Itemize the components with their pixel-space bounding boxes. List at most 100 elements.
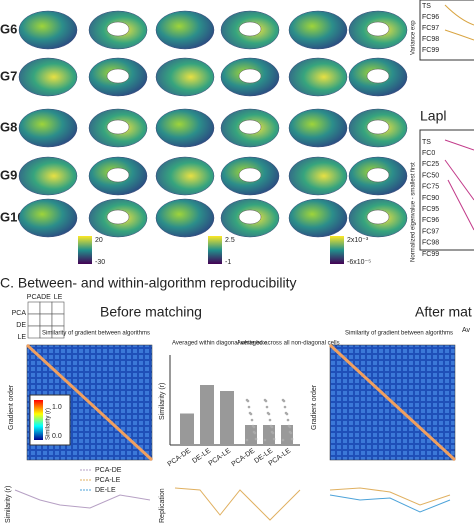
- scatter-dot: [263, 438, 267, 442]
- brain-medial-hole: [238, 68, 262, 84]
- brain-medial-hole: [238, 119, 262, 135]
- brain: [18, 10, 78, 50]
- brain: [288, 156, 348, 196]
- scatter-dot: [286, 418, 290, 422]
- cbar: [34, 400, 43, 440]
- scatter-dot: [283, 405, 287, 409]
- bar: [180, 413, 194, 445]
- brain-medial-hole: [366, 209, 390, 225]
- scatter-bar: [245, 425, 257, 445]
- scatter-dot: [248, 411, 252, 415]
- row-label: G7: [0, 68, 17, 83]
- scatter-dot: [250, 418, 254, 422]
- side-label: FC95: [422, 206, 439, 213]
- side-label: TS: [422, 139, 431, 146]
- brain: [288, 198, 348, 238]
- side-label: FC90: [422, 195, 439, 202]
- heatmap-title: Similarity of gradient between algorithm…: [42, 331, 150, 337]
- scatter-dot: [288, 430, 292, 434]
- brain-medial-hole: [366, 167, 390, 183]
- bottom-line: [174, 487, 301, 521]
- bar: [200, 385, 214, 445]
- brain: [155, 198, 215, 238]
- brain: [288, 108, 348, 148]
- colorbar-max: 20: [95, 237, 103, 244]
- bar-label: PCA-LE: [207, 447, 232, 467]
- matrix-cell: [51, 325, 65, 339]
- scatter-dot: [281, 398, 285, 402]
- replication: Replication: [159, 488, 166, 523]
- brain-medial-hole: [106, 21, 130, 37]
- side-box: [419, 0, 474, 61]
- side-lines: [444, 139, 474, 231]
- scatter-dot: [272, 437, 276, 441]
- side-label: FC50: [422, 172, 439, 179]
- matrix-row-label: DE: [16, 322, 26, 329]
- colorbar-max: 2x10⁻³: [347, 237, 369, 244]
- side-box: [419, 129, 474, 251]
- after-short: Av: [462, 327, 471, 334]
- brain-medial-hole: [366, 21, 390, 37]
- cbar-tick: 0.0: [52, 433, 62, 440]
- cbar-label: Similarity (r): [46, 408, 52, 440]
- heatmap-title: Similarity of gradient between algorithm…: [345, 331, 453, 337]
- diagonal: [328, 343, 457, 462]
- bottom-axis: Similarity (r): [5, 486, 12, 523]
- brain: [18, 108, 78, 148]
- matrix-col-label: PCA: [27, 294, 42, 301]
- before-title: Before matching: [100, 304, 202, 320]
- side-axis: Variance exp: [411, 20, 417, 55]
- bottom-line: [14, 489, 151, 509]
- bottom-line: [329, 494, 451, 513]
- matrix-cell: [51, 301, 65, 315]
- legend-label: PCA-LE: [95, 477, 121, 484]
- side-label: FC75: [422, 184, 439, 191]
- section-title: C. Between- and within-algorithm reprodu…: [0, 275, 296, 291]
- scatter-dot: [252, 430, 256, 434]
- scatter-bar: [263, 425, 275, 445]
- side-axis: Normalized eigenvalue - smallest first: [411, 162, 417, 262]
- matrix-cell: [27, 325, 41, 339]
- scatter-dot: [284, 411, 288, 415]
- legend-label: PCA-DE: [95, 467, 122, 474]
- colorbar: [208, 236, 222, 264]
- bar-label: PCA-DE: [167, 447, 193, 468]
- brain: [155, 108, 215, 148]
- side-label: FC99: [422, 47, 439, 54]
- side-label: FC0: [422, 150, 435, 157]
- scatter-dot: [287, 424, 291, 428]
- colorbar-min: -6x10⁻⁵: [347, 259, 371, 266]
- matrix-cell: [27, 313, 41, 327]
- y-axis-title: Gradient order: [311, 384, 318, 430]
- scatter-dot: [266, 411, 270, 415]
- scatter-dot: [290, 437, 294, 441]
- side-label: FC97: [422, 25, 439, 32]
- scatter-label: PCA-DE: [231, 447, 257, 468]
- row-label: G8: [0, 119, 17, 134]
- colorbar-max: 2.5: [225, 237, 235, 244]
- bar: [220, 391, 234, 445]
- side-lines: [444, 4, 474, 41]
- side-title: Lapl: [420, 108, 446, 124]
- brain-medial-hole: [238, 209, 262, 225]
- scatter-dot: [269, 424, 273, 428]
- brain: [288, 57, 348, 97]
- side-label: FC98: [422, 240, 439, 247]
- colorbar-min: -1: [225, 259, 231, 266]
- scatter-title: Averaged across all non-diagonal cells: [237, 341, 340, 347]
- side-label: FC96: [422, 14, 439, 21]
- bar-axis: Similarity (r): [159, 383, 166, 420]
- diagonal: [25, 343, 154, 462]
- row-label: G10: [0, 209, 25, 224]
- brain: [155, 57, 215, 97]
- bar-title: Averaged within diagonal white box: [172, 341, 266, 347]
- scatter-dot: [247, 405, 251, 409]
- colorbar: [78, 236, 92, 264]
- brain-medial-hole: [106, 68, 130, 84]
- scatter-dot: [268, 418, 272, 422]
- brain: [18, 156, 78, 196]
- scatter-bar: [281, 425, 293, 445]
- bottom-line: [329, 487, 451, 506]
- matrix-col-label: DE: [41, 294, 51, 301]
